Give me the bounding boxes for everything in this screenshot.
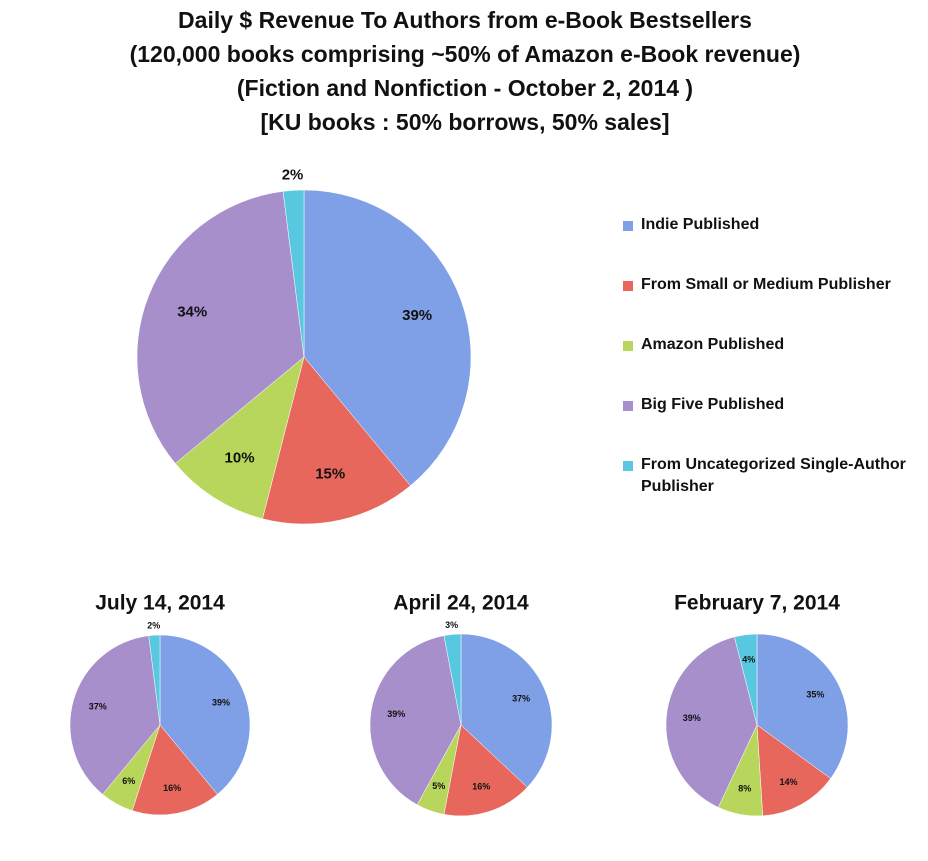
pie-slice (159, 634, 251, 795)
data-label: 2% (147, 621, 160, 631)
legend: Indie Published From Small or Medium Publ… (623, 214, 913, 514)
pie-slice (148, 634, 161, 726)
legend-swatch (623, 401, 633, 411)
pie-slice (369, 635, 462, 806)
pie-slice (282, 189, 305, 358)
data-label: 8% (738, 784, 751, 794)
legend-swatch (623, 221, 633, 231)
data-label: 14% (780, 777, 798, 787)
chart-subtitle: (Fiction and Nonfiction - October 2, 201… (237, 75, 693, 101)
legend-swatch (623, 461, 633, 471)
pie-slice (131, 724, 218, 816)
data-label: 16% (472, 782, 490, 792)
legend-label: Amazon Published (641, 336, 785, 353)
data-label: 4% (742, 654, 755, 664)
pie-slice (136, 191, 305, 464)
pie-slice (174, 356, 305, 520)
data-label: 6% (122, 776, 135, 786)
chart-subtitle: (120,000 books comprising ~50% of Amazon… (130, 41, 801, 67)
legend-label: Big Five Published (641, 396, 785, 413)
data-label: 37% (89, 701, 107, 711)
data-label: 10% (225, 449, 255, 466)
chart-subtitle: [KU books : 50% borrows, 50% sales] (260, 109, 669, 135)
pie-slice (756, 724, 831, 817)
chart-title: April 24, 2014 (393, 592, 529, 615)
pie-slice (756, 633, 849, 779)
legend-label: Indie Published (641, 216, 760, 233)
pie-slice (460, 633, 553, 788)
data-label: 39% (387, 709, 405, 719)
data-label: 15% (315, 465, 345, 482)
legend-label: From Small or Medium Publisher (641, 276, 891, 293)
pie-slice (665, 636, 758, 808)
chart-title: Daily $ Revenue To Authors from e-Book B… (178, 7, 752, 33)
legend-item: From Uncategorized Single-Author Publish… (623, 454, 913, 514)
legend-item: From Small or Medium Publisher (623, 274, 913, 334)
data-label: 35% (806, 690, 824, 700)
legend-swatch (623, 341, 633, 351)
pie-slice (262, 356, 411, 525)
chart-title: July 14, 2014 (95, 592, 225, 615)
pie-slice (443, 633, 462, 726)
pie-slice (443, 724, 528, 817)
pie-slice (303, 189, 472, 487)
pie-slice (69, 635, 161, 795)
pie-slice (734, 633, 758, 726)
data-label: 3% (445, 620, 458, 630)
chart-title: February 7, 2014 (674, 592, 840, 615)
data-label: 39% (402, 307, 432, 324)
data-label: 2% (282, 166, 304, 183)
legend-item: Amazon Published (623, 334, 913, 394)
legend-item: Big Five Published (623, 394, 913, 454)
data-label: 16% (163, 783, 181, 793)
data-label: 39% (683, 713, 701, 723)
legend-item: Indie Published (623, 214, 913, 274)
legend-label: From Uncategorized Single-Author Publish… (641, 456, 906, 495)
data-label: 37% (512, 693, 530, 703)
data-label: 5% (432, 781, 445, 791)
legend-swatch (623, 281, 633, 291)
data-label: 39% (212, 697, 230, 707)
data-label: 34% (177, 304, 207, 321)
